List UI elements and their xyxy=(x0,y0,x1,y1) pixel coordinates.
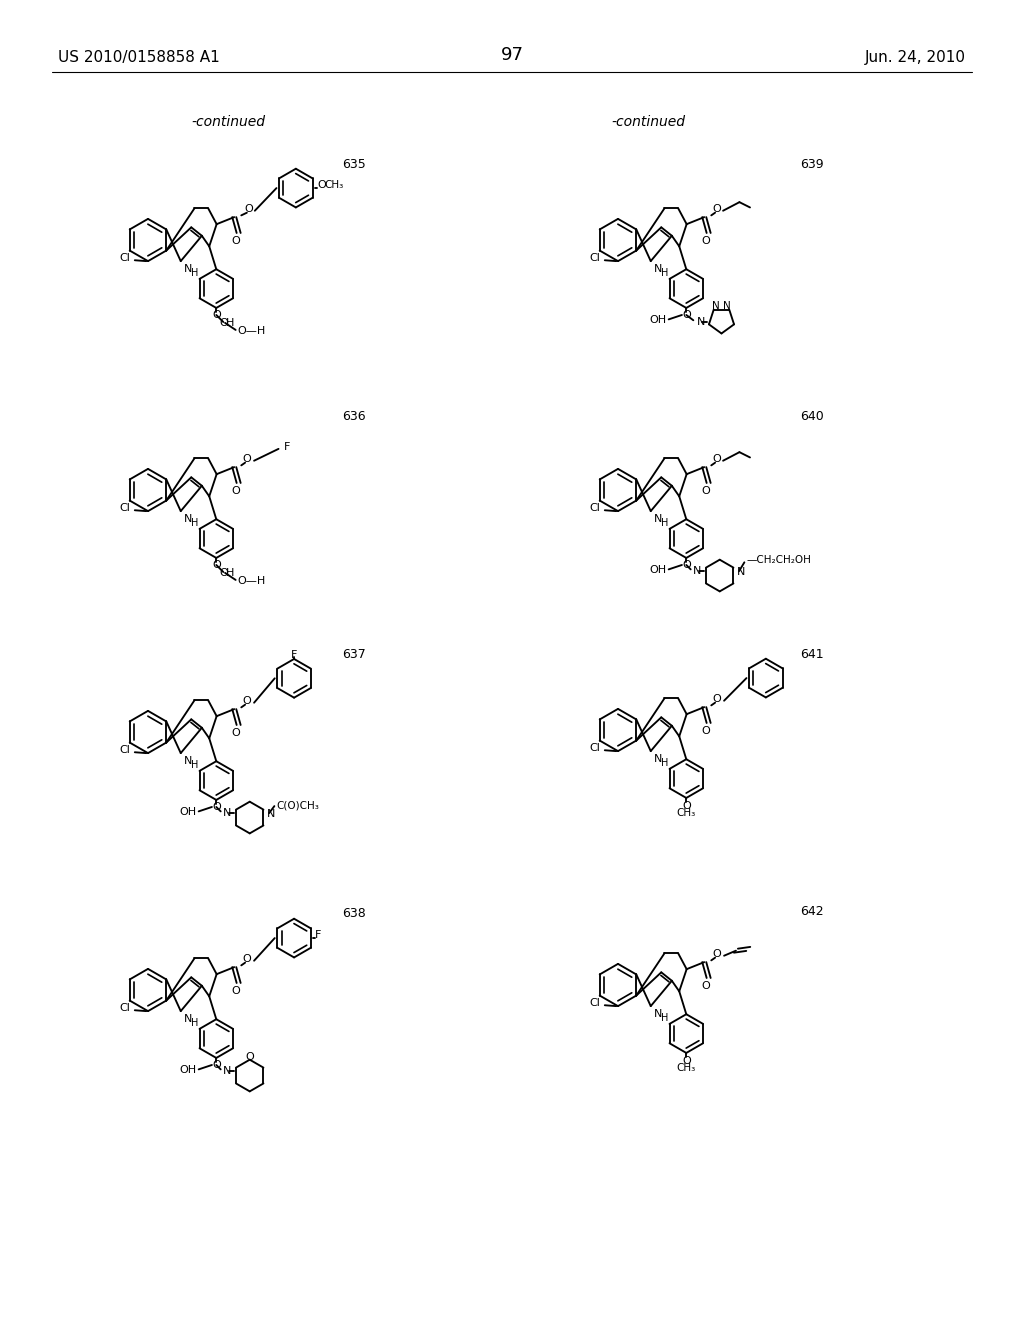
Text: O: O xyxy=(243,454,252,463)
Text: Jun. 24, 2010: Jun. 24, 2010 xyxy=(865,50,966,65)
Text: O: O xyxy=(212,310,220,319)
Text: O: O xyxy=(231,727,240,738)
Text: N: N xyxy=(693,566,701,576)
Text: N: N xyxy=(183,513,191,524)
Text: OH: OH xyxy=(180,1065,197,1076)
Text: N: N xyxy=(223,1067,231,1076)
Text: O: O xyxy=(231,486,240,496)
Text: H: H xyxy=(191,268,199,279)
Text: N: N xyxy=(713,301,720,312)
Text: O: O xyxy=(701,981,710,991)
Text: O: O xyxy=(219,568,227,578)
Text: O: O xyxy=(245,203,253,214)
Text: N: N xyxy=(223,808,231,818)
Text: N: N xyxy=(723,301,731,312)
Text: O: O xyxy=(701,236,710,246)
Text: O: O xyxy=(682,1056,690,1065)
Text: F: F xyxy=(315,931,322,940)
Text: O: O xyxy=(243,954,252,964)
Text: N: N xyxy=(653,264,662,273)
Text: N: N xyxy=(653,1008,662,1019)
Text: OH: OH xyxy=(650,315,667,325)
Text: F: F xyxy=(284,442,290,451)
Text: O—H: O—H xyxy=(238,326,265,335)
Text: 637: 637 xyxy=(342,648,366,661)
Text: Cl: Cl xyxy=(120,252,130,263)
Text: H: H xyxy=(191,1018,199,1028)
Text: O: O xyxy=(713,203,722,214)
Text: O—H: O—H xyxy=(238,576,265,586)
Text: N: N xyxy=(697,317,706,327)
Text: Cl: Cl xyxy=(590,998,600,1007)
Text: F: F xyxy=(291,651,297,660)
Text: 97: 97 xyxy=(501,46,523,63)
Text: Cl: Cl xyxy=(590,503,600,512)
Text: US 2010/0158858 A1: US 2010/0158858 A1 xyxy=(58,50,220,65)
Text: 642: 642 xyxy=(800,906,823,917)
Text: O: O xyxy=(212,560,220,570)
Text: O: O xyxy=(212,801,220,812)
Text: O: O xyxy=(212,1060,220,1069)
Text: N: N xyxy=(267,809,275,818)
Text: N: N xyxy=(183,756,191,766)
Text: H: H xyxy=(662,1014,669,1023)
Text: Cl: Cl xyxy=(120,503,130,512)
Text: CH₃: CH₃ xyxy=(324,180,343,190)
Text: 636: 636 xyxy=(342,411,366,422)
Text: 639: 639 xyxy=(800,158,823,172)
Text: H: H xyxy=(662,758,669,768)
Text: N: N xyxy=(737,568,745,577)
Text: N: N xyxy=(183,1014,191,1024)
Text: H: H xyxy=(662,268,669,279)
Text: O: O xyxy=(246,1052,254,1063)
Text: O: O xyxy=(713,454,722,463)
Text: Cl: Cl xyxy=(120,744,130,755)
Text: H: H xyxy=(191,519,199,528)
Text: —CH₂CH₂OH: —CH₂CH₂OH xyxy=(746,554,811,565)
Text: 635: 635 xyxy=(342,158,366,172)
Text: OH: OH xyxy=(180,808,197,817)
Text: 640: 640 xyxy=(800,411,823,422)
Text: C(O)CH₃: C(O)CH₃ xyxy=(276,800,319,810)
Text: H: H xyxy=(191,760,199,770)
Text: O: O xyxy=(713,949,722,958)
Text: O: O xyxy=(682,800,690,810)
Text: O: O xyxy=(231,986,240,997)
Text: Cl: Cl xyxy=(120,1003,130,1012)
Text: O: O xyxy=(701,726,710,737)
Text: O: O xyxy=(701,486,710,496)
Text: N: N xyxy=(653,754,662,764)
Text: Cl: Cl xyxy=(590,252,600,263)
Text: CH₃: CH₃ xyxy=(677,808,696,817)
Text: 638: 638 xyxy=(342,907,366,920)
Text: -continued: -continued xyxy=(191,115,265,129)
Text: OH: OH xyxy=(650,565,667,576)
Text: 641: 641 xyxy=(800,648,823,661)
Text: O: O xyxy=(682,560,690,570)
Text: O: O xyxy=(317,180,326,190)
Text: O: O xyxy=(713,694,722,704)
Text: O: O xyxy=(243,696,252,706)
Text: O: O xyxy=(219,318,227,327)
Text: H: H xyxy=(226,318,234,327)
Text: O: O xyxy=(231,236,240,246)
Text: H: H xyxy=(662,519,669,528)
Text: O: O xyxy=(682,310,690,319)
Text: CH₃: CH₃ xyxy=(677,1063,696,1073)
Text: Cl: Cl xyxy=(590,743,600,752)
Text: N: N xyxy=(183,264,191,273)
Text: N: N xyxy=(653,513,662,524)
Text: H: H xyxy=(226,568,234,578)
Text: -continued: -continued xyxy=(611,115,685,129)
